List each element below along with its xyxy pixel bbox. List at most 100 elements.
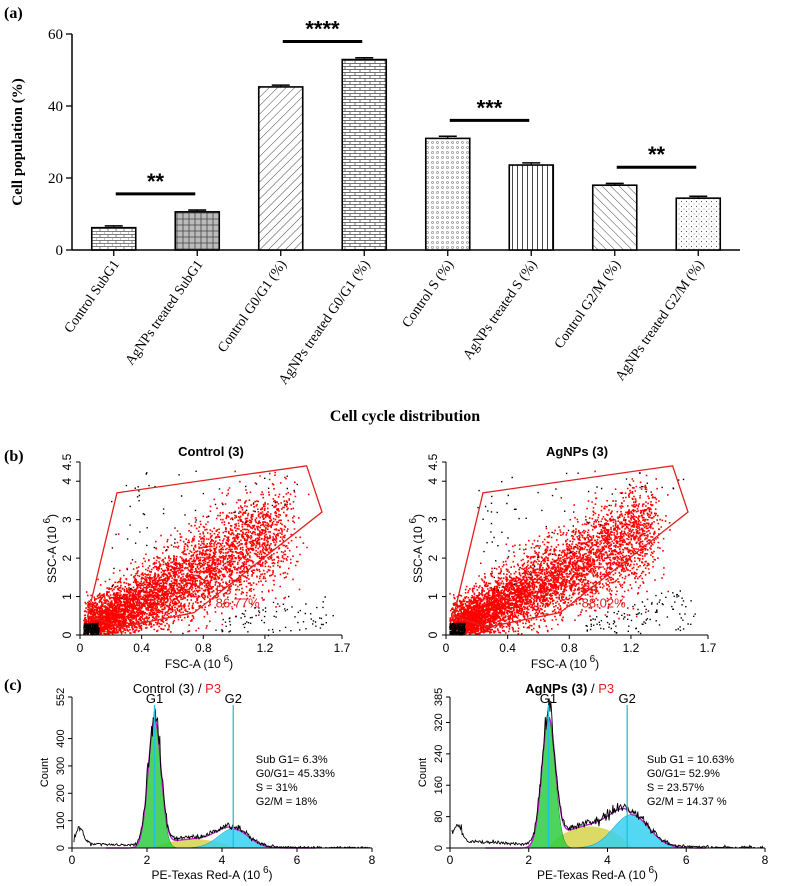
scatter-x-tick-label: 0.4 — [499, 641, 516, 655]
histogram-y-tick-label: 400 — [55, 729, 67, 747]
scatter-y-tick-label: 2 — [426, 554, 440, 561]
scatter-x-tick-label: 0.4 — [133, 641, 150, 655]
bar-x-axis-title: Cell cycle distribution — [330, 408, 480, 425]
scatter-y-axis-label: SSC-A (10 6) — [408, 514, 425, 583]
histogram-y-tick-label: 160 — [433, 776, 445, 794]
histogram-y-tick-label: 240 — [433, 745, 445, 763]
histogram-stat-line: S = 31% — [256, 782, 298, 794]
histogram-y-tick-label: 385 — [433, 688, 445, 706]
histogram-stat-line: Sub G1 = 10.63% — [647, 754, 734, 766]
histogram-y-tick-label: 320 — [433, 713, 445, 731]
gate-name: P3 — [216, 583, 232, 598]
histogram-y-tick-label: 0 — [55, 845, 67, 851]
scatter-plot-control: Control (3) 0 0.4 0.8 1.2 1.7 0 1 2 3 4 4.5 FSC-A (1… — [42, 444, 351, 671]
scatter-x-axis-label: FSC-A (10 6) — [165, 654, 233, 671]
panel-label-b: (b) — [4, 448, 24, 465]
bar-x-tick-label: Control S (%) — [400, 257, 458, 330]
significance-label: **** — [305, 17, 340, 42]
histogram-stat-line: G2/M = 18% — [256, 796, 318, 808]
scatter-x-tick-label: 0.8 — [561, 641, 578, 655]
histogram-stat-line: S = 23.57% — [647, 782, 704, 794]
bar — [90, 226, 137, 251]
scatter-x-tick-label: 1.2 — [623, 641, 640, 655]
panel-label-a: (a) — [4, 5, 23, 22]
histogram-x-tick-label: 2 — [525, 853, 532, 867]
histogram-y-tick-label: 100 — [55, 811, 67, 829]
gate-name: P3 — [582, 583, 598, 598]
histogram-x-tick-label: 8 — [762, 853, 769, 867]
gated-events — [449, 470, 671, 635]
bar-x-tick-label: AgNPs treated G0/G1 (%) — [276, 257, 373, 387]
histogram-stat-line: G2/M = 14.37 % — [647, 796, 727, 808]
gated-events — [83, 470, 310, 635]
bar — [424, 137, 471, 251]
bar-x-tick-label: Control G2/M (%) — [552, 257, 624, 351]
scatter-x-tick-label: 1.2 — [257, 641, 274, 655]
histogram-y-axis-label: Count — [417, 758, 429, 787]
scatter-y-tick-label: 3 — [60, 516, 74, 523]
scatter-y-tick-label: 0 — [426, 631, 440, 638]
histogram-title: AgNPs (3) / P3 — [525, 681, 614, 696]
gate-polygon — [452, 465, 689, 628]
scatter-y-tick-label: 1 — [60, 593, 74, 600]
scatter-y-tick-label: 2 — [60, 554, 74, 561]
bar-x-tick-label: Control G0/G1 (%) — [215, 257, 290, 355]
scatter-y-axis-label: SSC-A (10 6) — [42, 514, 59, 583]
significance-label: *** — [477, 95, 503, 120]
histogram-x-tick-label: 0 — [69, 853, 76, 867]
histogram-y-tick-label: 300 — [55, 757, 67, 775]
scatter-x-axis-label: FSC-A (10 6) — [531, 654, 599, 671]
bar-y-tick-label: 40 — [48, 99, 63, 115]
histogram-stat-line: G0/G1= 52.9% — [647, 768, 720, 780]
histogram-x-tick-label: 4 — [604, 853, 611, 867]
bar — [675, 197, 722, 251]
scatter-title: AgNPs (3) — [546, 444, 608, 459]
gate-marker-label: G2 — [619, 691, 636, 706]
scatter-x-tick-label: 0 — [77, 641, 84, 655]
histogram-stat-line: Sub G1= 6.3% — [256, 754, 328, 766]
scatter-plot-agnps: AgNPs (3) 0 0.4 0.8 1.2 1.7 0 1 2 3 4 4.5 FSC-A (10 … — [408, 444, 717, 671]
gate-percent: 88.02% — [582, 595, 627, 610]
scatter-y-tick-label: 4.5 — [60, 453, 74, 470]
significance-label: ** — [648, 142, 666, 167]
bar — [174, 211, 221, 251]
scatter-x-tick-label: 1.7 — [700, 641, 717, 655]
bar-x-tick-label: AgNPs treated S (%) — [461, 257, 541, 362]
scatter-y-tick-label: 4.5 — [426, 453, 440, 470]
histogram-x-axis-label: PE-Texas Red-A (10 6) — [537, 865, 658, 882]
scatter-y-tick-label: 0 — [60, 631, 74, 638]
scatter-x-tick-label: 1.7 — [334, 641, 351, 655]
bar-x-tick-label: AgNPs treated SubG1 — [123, 258, 207, 369]
gate-percent: 86.77% — [216, 595, 261, 610]
bar-y-tick-label: 20 — [48, 171, 63, 187]
gate-polygon — [86, 465, 323, 628]
panel-label-c: (c) — [4, 677, 22, 694]
gate-marker-label: G2 — [225, 691, 242, 706]
scatter-events — [449, 470, 696, 636]
histogram-x-axis-label: PE-Texas Red-A (10 6) — [151, 865, 272, 882]
significance-label: ** — [147, 169, 165, 194]
bar — [591, 184, 638, 251]
scatter-y-tick-label: 4 — [60, 478, 74, 485]
bar-y-tick-label: 0 — [56, 243, 64, 259]
histogram-x-tick-label: 6 — [294, 853, 301, 867]
bar-x-tick-label: Control SubG1 — [62, 258, 123, 336]
bar-y-tick-label: 60 — [48, 27, 63, 43]
bar — [508, 164, 555, 251]
histogram-y-axis-label: Count — [39, 758, 51, 787]
scatter-y-tick-label: 1 — [426, 593, 440, 600]
bar — [341, 58, 388, 251]
scatter-y-tick-label: 4 — [426, 478, 440, 485]
bar — [257, 86, 304, 251]
histogram-y-tick-label: 0 — [433, 845, 445, 851]
histogram-x-tick-label: 2 — [144, 853, 151, 867]
histogram-x-tick-label: 0 — [447, 853, 454, 867]
gate-marker-label: G1 — [540, 691, 557, 706]
scatter-title: Control (3) — [178, 444, 244, 459]
scatter-y-tick-label: 3 — [426, 516, 440, 523]
histogram-x-tick-label: 8 — [369, 853, 376, 867]
histogram-y-tick-label: 200 — [55, 784, 67, 802]
